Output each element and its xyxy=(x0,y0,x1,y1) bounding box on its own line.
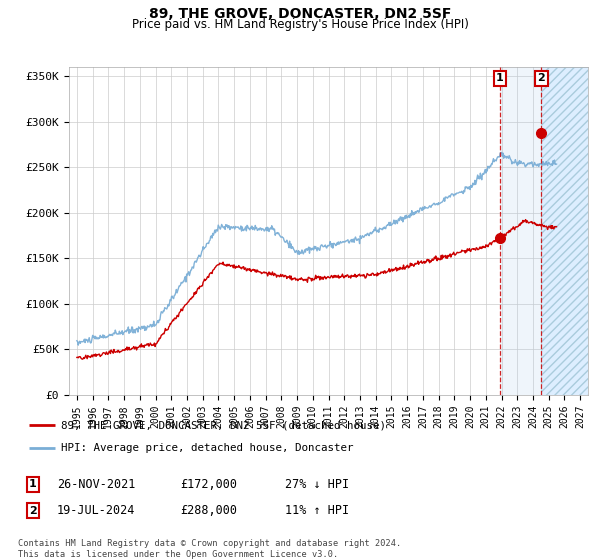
Text: 11% ↑ HPI: 11% ↑ HPI xyxy=(285,504,349,517)
Text: 19-JUL-2024: 19-JUL-2024 xyxy=(57,504,136,517)
Text: 2: 2 xyxy=(538,73,545,83)
Text: £288,000: £288,000 xyxy=(180,504,237,517)
Text: 27% ↓ HPI: 27% ↓ HPI xyxy=(285,478,349,491)
Text: 1: 1 xyxy=(29,479,37,489)
Text: 2: 2 xyxy=(29,506,37,516)
Text: 89, THE GROVE, DONCASTER, DN2 5SF: 89, THE GROVE, DONCASTER, DN2 5SF xyxy=(149,7,451,21)
Bar xyxy=(500,67,541,395)
Text: 89, THE GROVE, DONCASTER, DN2 5SF (detached house): 89, THE GROVE, DONCASTER, DN2 5SF (detac… xyxy=(61,420,386,430)
Text: 1: 1 xyxy=(496,73,504,83)
Text: HPI: Average price, detached house, Doncaster: HPI: Average price, detached house, Donc… xyxy=(61,444,354,454)
Text: £172,000: £172,000 xyxy=(180,478,237,491)
Text: 26-NOV-2021: 26-NOV-2021 xyxy=(57,478,136,491)
Bar xyxy=(541,67,588,395)
Text: Contains HM Land Registry data © Crown copyright and database right 2024.
This d: Contains HM Land Registry data © Crown c… xyxy=(18,539,401,559)
Text: Price paid vs. HM Land Registry's House Price Index (HPI): Price paid vs. HM Land Registry's House … xyxy=(131,18,469,31)
